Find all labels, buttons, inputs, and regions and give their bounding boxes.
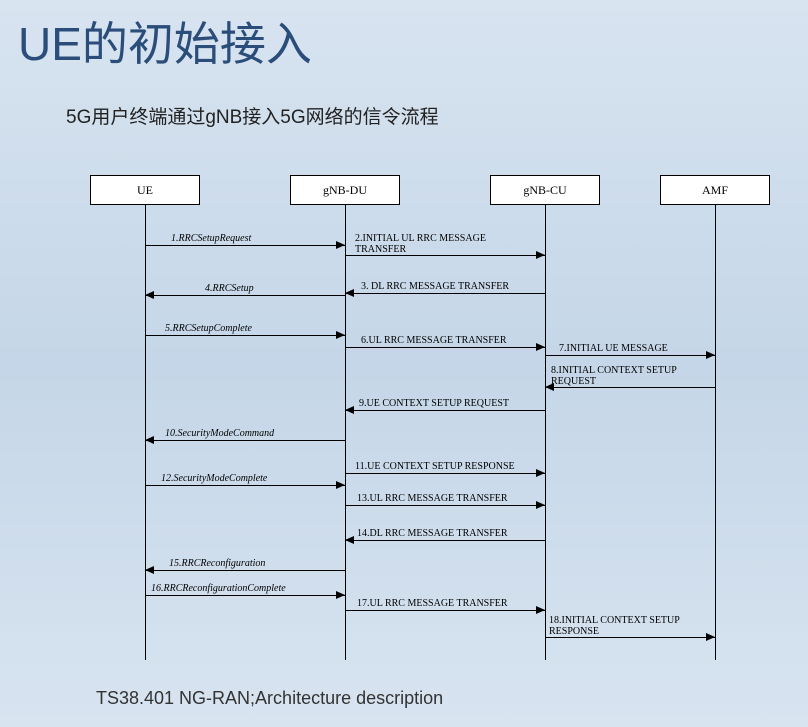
arrow-head-icon xyxy=(345,536,354,544)
arrow-head-icon xyxy=(536,251,545,259)
page-subtitle: 5G用户终端通过gNB接入5G网络的信令流程 xyxy=(0,74,808,129)
message-arrow-18 xyxy=(545,637,715,638)
message-label-5: 5.RRCSetupComplete xyxy=(165,323,252,334)
arrow-head-icon xyxy=(145,291,154,299)
arrow-head-icon xyxy=(536,501,545,509)
message-arrow-3 xyxy=(345,293,545,294)
sequence-diagram: UE gNB-DU gNB-CU AMF 1.RRCSetupRequest 2.INIT… xyxy=(60,175,780,675)
message-arrow-11 xyxy=(345,473,545,474)
arrow-head-icon xyxy=(536,606,545,614)
arrow-head-icon xyxy=(536,469,545,477)
message-arrow-5 xyxy=(145,335,345,336)
actor-ue: UE xyxy=(90,175,200,205)
message-arrow-17 xyxy=(345,610,545,611)
message-label-9: 9.UE CONTEXT SETUP REQUEST xyxy=(359,398,509,409)
message-arrow-7 xyxy=(545,355,715,356)
message-arrow-16 xyxy=(145,595,345,596)
actor-gnb-du: gNB-DU xyxy=(290,175,400,205)
message-arrow-2 xyxy=(345,255,545,256)
arrow-head-icon xyxy=(706,633,715,641)
message-label-1: 1.RRCSetupRequest xyxy=(171,233,251,244)
footer-reference: TS38.401 NG-RAN;Architecture description xyxy=(96,688,443,709)
arrow-head-icon xyxy=(345,289,354,297)
lifeline-ue xyxy=(145,205,146,660)
message-label-13: 13.UL RRC MESSAGE TRANSFER xyxy=(357,493,508,504)
message-arrow-8 xyxy=(545,387,715,388)
message-label-6: 6.UL RRC MESSAGE TRANSFER xyxy=(361,335,507,346)
arrow-head-icon xyxy=(336,481,345,489)
message-label-12: 12.SecurityModeComplete xyxy=(161,473,267,484)
message-label-17: 17.UL RRC MESSAGE TRANSFER xyxy=(357,598,508,609)
arrow-head-icon xyxy=(336,331,345,339)
arrow-head-icon xyxy=(336,241,345,249)
actor-amf: AMF xyxy=(660,175,770,205)
message-arrow-12 xyxy=(145,485,345,486)
message-label-2: 2.INITIAL UL RRC MESSAGETRANSFER xyxy=(355,233,486,255)
message-label-15: 15.RRCReconfiguration xyxy=(169,558,265,569)
arrow-head-icon xyxy=(336,591,345,599)
lifeline-amf xyxy=(715,205,716,660)
message-arrow-4 xyxy=(145,295,345,296)
message-label-4: 4.RRCSetup xyxy=(205,283,254,294)
message-arrow-13 xyxy=(345,505,545,506)
message-arrow-15 xyxy=(145,570,345,571)
arrow-head-icon xyxy=(345,406,354,414)
message-arrow-1 xyxy=(145,245,345,246)
message-label-16: 16.RRCReconfigurationComplete xyxy=(151,583,286,594)
message-arrow-6 xyxy=(345,347,545,348)
page-title: UE的初始接入 xyxy=(0,0,808,74)
message-label-11: 11.UE CONTEXT SETUP RESPONSE xyxy=(355,461,515,472)
lifeline-gnb-du xyxy=(345,205,346,660)
actor-gnb-cu: gNB-CU xyxy=(490,175,600,205)
message-label-8: 8.INITIAL CONTEXT SETUPREQUEST xyxy=(551,365,677,387)
arrow-head-icon xyxy=(706,351,715,359)
message-arrow-9 xyxy=(345,410,545,411)
arrow-head-icon xyxy=(536,343,545,351)
message-arrow-14 xyxy=(345,540,545,541)
message-label-18: 18.INITIAL CONTEXT SETUPRESPONSE xyxy=(549,615,680,637)
lifeline-gnb-cu xyxy=(545,205,546,660)
message-arrow-10 xyxy=(145,440,345,441)
message-label-10: 10.SecurityModeCommand xyxy=(165,428,274,439)
message-label-3: 3. DL RRC MESSAGE TRANSFER xyxy=(361,281,509,292)
arrow-head-icon xyxy=(145,566,154,574)
arrow-head-icon xyxy=(145,436,154,444)
message-label-7: 7.INITIAL UE MESSAGE xyxy=(559,343,668,354)
message-label-14: 14.DL RRC MESSAGE TRANSFER xyxy=(357,528,508,539)
